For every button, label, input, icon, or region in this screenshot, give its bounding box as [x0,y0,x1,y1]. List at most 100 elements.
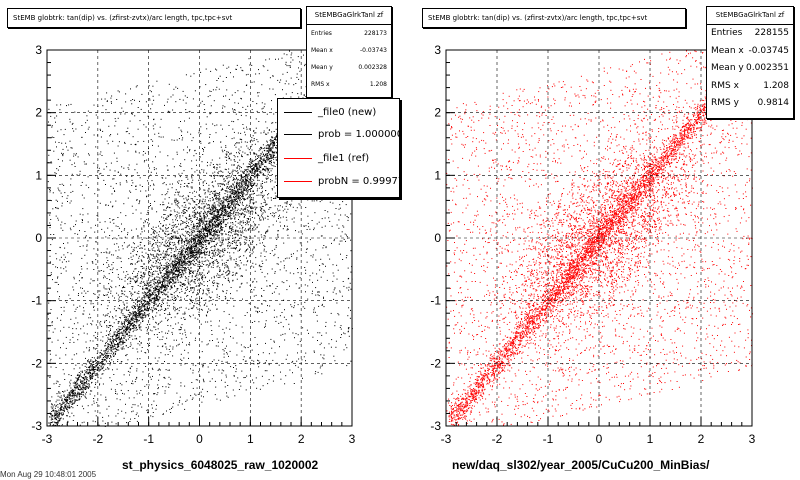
scatter-point [270,157,272,159]
scatter-point [81,268,83,270]
scatter-point [206,259,208,261]
scatter-point [200,391,202,393]
scatter-point [238,239,240,241]
scatter-point [187,231,189,232]
scatter-point [297,344,299,346]
scatter-point [261,208,263,210]
scatter-point [244,215,245,217]
scatter-point [205,240,207,242]
scatter-point [249,64,251,66]
scatter-point [175,191,177,193]
scatter-point [92,420,94,422]
scatter-point [176,261,178,263]
scatter-point [109,348,111,350]
scatter-point [216,86,218,88]
scatter-point [261,151,263,153]
scatter-point [132,404,134,406]
scatter-point [240,385,242,387]
scatter-point [65,347,67,349]
scatter-point [182,274,184,276]
scatter-point [173,255,175,257]
scatter-point [48,108,50,110]
scatter-point [254,337,256,338]
scatter-point [211,246,213,247]
scatter-point [192,397,194,399]
scatter-point [206,165,208,167]
scatter-point [71,412,73,414]
scatter-point [188,291,190,292]
scatter-point [108,301,110,303]
scatter-point [203,396,204,398]
scatter-point [125,180,127,182]
scatter-point [184,288,186,290]
scatter-point [227,201,229,203]
scatter-point [171,236,173,238]
scatter-point [260,207,262,209]
scatter-point [174,198,176,200]
scatter-point [176,139,178,141]
scatter-point [298,96,300,98]
scatter-point [231,274,233,276]
scatter-point [271,131,273,133]
scatter-point [141,297,143,299]
scatter-point [196,226,197,228]
scatter-point [183,262,185,264]
scatter-point [197,292,199,294]
scatter-point [77,322,79,324]
scatter-point [230,210,232,211]
scatter-point [159,272,161,274]
scatter-point [109,221,111,223]
scatter-point [187,208,189,210]
scatter-point [200,234,202,236]
scatter-point [190,300,191,302]
scatter-point [177,276,179,277]
scatter-point [66,389,68,391]
scatter-point [86,369,88,371]
scatter-point [152,297,154,299]
scatter-point [67,149,69,151]
scatter-point [196,191,197,193]
scatter-point [77,383,79,385]
scatter-point [281,312,283,313]
scatter-point [109,338,111,340]
scatter-point [279,221,281,223]
scatter-point [179,396,181,398]
scatter-point [253,247,255,249]
scatter-point [159,287,161,289]
scatter-point [287,208,289,210]
scatter-point [203,217,205,219]
scatter-point [234,218,236,220]
scatter-point [251,253,253,255]
scatter-point [228,215,230,217]
scatter-point [123,342,124,344]
scatter-point [223,95,224,97]
scatter-point [244,377,246,378]
scatter-point [216,260,218,262]
scatter-point [143,276,145,278]
scatter-point [180,223,182,225]
scatter-point [125,101,127,103]
scatter-point [188,222,189,224]
scatter-point [218,283,220,285]
scatter-point [188,244,190,246]
scatter-point [232,222,234,223]
scatter-point [201,363,203,365]
scatter-point [236,187,238,189]
scatter-point [149,323,151,325]
scatter-point [109,358,111,359]
scatter-point [191,248,193,250]
scatter-point [186,243,188,245]
scatter-point [114,331,116,333]
scatter-point [206,223,208,225]
scatter-point [57,422,59,424]
scatter-point [50,137,52,139]
scatter-point [166,278,168,280]
scatter-point [298,358,300,360]
scatter-point [167,249,168,250]
scatter-point [104,98,106,100]
scatter-point [154,200,156,202]
scatter-point [248,174,249,176]
scatter-point [124,228,126,230]
scatter-point [178,262,180,264]
scatter-point [82,391,84,393]
